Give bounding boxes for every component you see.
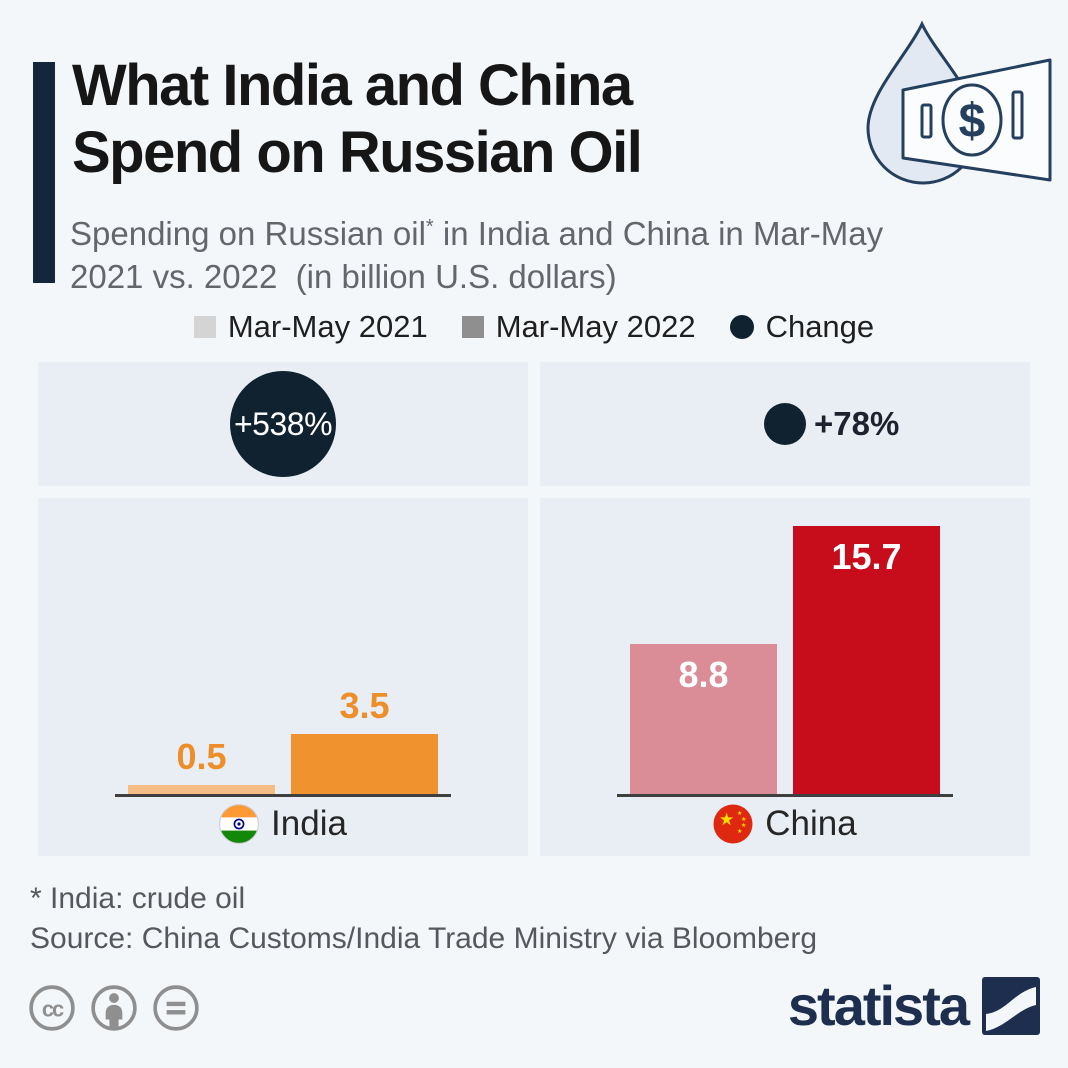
legend-swatch-2022 (461, 316, 484, 338)
creative-commons-icon: cc (29, 985, 75, 1031)
legend-swatch-2021 (193, 316, 216, 338)
license-icons: cc (28, 984, 200, 1032)
india-flag-icon (219, 804, 259, 844)
oil-drop-dollar-bill-icon: $ (852, 20, 1062, 210)
title-line-1: What India and China (72, 53, 633, 118)
india-2021-value-label: 0.5 (176, 736, 227, 777)
statista-wordmark: statista (787, 974, 970, 1037)
india-2022-value-label: 3.5 (339, 685, 390, 726)
india-2021-bar (128, 785, 275, 794)
title-accent-bar (33, 62, 55, 283)
svg-text:★: ★ (741, 822, 746, 829)
subtitle-text: Spending on Russian oil (70, 215, 426, 252)
statista-logo-mark (982, 977, 1040, 1035)
china-axis-line (617, 794, 953, 797)
legend-label: Mar-May 2022 (495, 309, 696, 344)
title-line-2: Spend on Russian Oil (72, 120, 643, 185)
india-chart-panel: 0.5 3.5 India (38, 498, 528, 856)
subtitle-line-2: 2021 vs. 2022 (in billion U.S. dollars) (70, 258, 617, 295)
equality-icon (153, 985, 199, 1031)
svg-text:★: ★ (719, 810, 734, 830)
chart-legend: Mar-May 2021 Mar-May 2022 Change (0, 309, 1068, 345)
legend-item-2021: Mar-May 2021 (193, 309, 428, 345)
china-change-panel: +78% (540, 362, 1030, 486)
subtitle: Spending on Russian oil* in India and Ch… (70, 206, 883, 298)
india-2022-bar (291, 734, 438, 794)
subtitle-line-1: Spending on Russian oil* in India and Ch… (70, 206, 883, 255)
legend-item-2022: Mar-May 2022 (461, 309, 696, 345)
india-category-label: India (38, 804, 528, 844)
india-axis-line (115, 794, 451, 797)
india-change-value: +538% (233, 405, 333, 442)
china-change-bubble (764, 403, 806, 445)
page-title: What India and China Spend on Russian Oi… (72, 52, 643, 186)
china-change-value: +78% (814, 405, 900, 442)
india-change-bubble: +538% (230, 371, 336, 477)
subtitle-text: in India and China in Mar-May (433, 215, 884, 252)
china-2021-bar (630, 644, 777, 794)
country-name: India (271, 804, 347, 843)
statista-logo: statista (788, 974, 1040, 1038)
legend-item-change: Change (729, 309, 875, 345)
attribution-person-icon (91, 985, 137, 1031)
china-category-label: ★ ★ ★ ★ ★ China (540, 804, 1030, 844)
svg-text:★: ★ (737, 810, 742, 817)
svg-text:★: ★ (737, 828, 742, 835)
china-2022-value-label: 15.7 (831, 536, 902, 577)
footnote: * India: crude oil (30, 882, 246, 915)
svg-text:★: ★ (741, 816, 746, 823)
china-2022-bar (793, 526, 940, 794)
legend-swatch-change (729, 315, 754, 339)
source-line: Source: China Customs/India Trade Minist… (30, 922, 818, 955)
legend-label: Mar-May 2021 (227, 309, 428, 344)
svg-text:cc: cc (42, 996, 64, 1021)
china-flag-icon: ★ ★ ★ ★ ★ (713, 804, 753, 844)
china-2021-value-label: 8.8 (678, 654, 729, 695)
footnote-marker: * (425, 216, 434, 238)
india-change-panel: +538% (38, 362, 528, 486)
country-name: China (765, 804, 857, 843)
legend-label: Change (765, 309, 875, 344)
china-chart-panel: 8.8 15.7 ★ ★ ★ ★ ★ China (540, 498, 1030, 856)
svg-text:$: $ (959, 95, 986, 148)
